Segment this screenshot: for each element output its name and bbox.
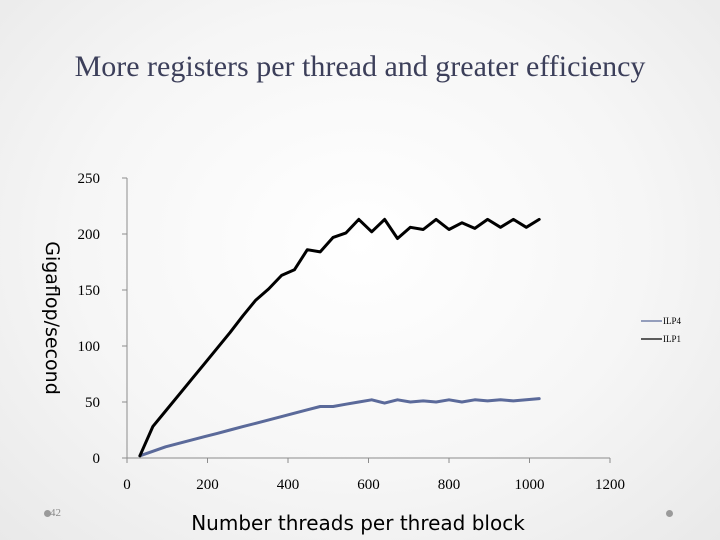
series-line-ilp1 [138, 217, 541, 458]
page-number: 42 [50, 507, 61, 519]
legend-label-ilp1: ILP1 [663, 334, 681, 344]
slide-title: More registers per thread and greater ef… [74, 50, 646, 83]
x-tick-label: 0 [123, 477, 131, 493]
series-lines [138, 217, 541, 458]
slide-bullet-dot-right [666, 510, 673, 517]
x-tick-label: 600 [357, 477, 380, 493]
chart-axes [122, 177, 611, 463]
chart-legend: ILP4 ILP1 [641, 316, 682, 344]
x-tick-label: 200 [196, 477, 219, 493]
y-tick-label: 100 [78, 339, 101, 355]
x-tick-label: 800 [438, 477, 461, 493]
y-axis-label: Gigaflop/second [41, 241, 63, 395]
legend-label-ilp4: ILP4 [663, 316, 682, 326]
x-tick-label: 400 [277, 477, 300, 493]
y-tick-label: 250 [78, 171, 101, 187]
tick-labels: 0 50 100 150 200 250 0 200 400 600 800 1000 1200 [78, 171, 626, 493]
slide-bullet-dot-left [44, 510, 51, 517]
y-tick-label: 200 [78, 227, 101, 243]
x-tick-label: 1200 [595, 477, 625, 493]
y-tick-label: 150 [78, 283, 101, 299]
y-tick-label: 50 [85, 395, 100, 411]
series-line-ilp4 [138, 397, 541, 458]
x-tick-label: 1000 [515, 477, 545, 493]
x-axis-label: Number threads per thread block [191, 511, 525, 535]
y-tick-label: 0 [93, 451, 101, 467]
